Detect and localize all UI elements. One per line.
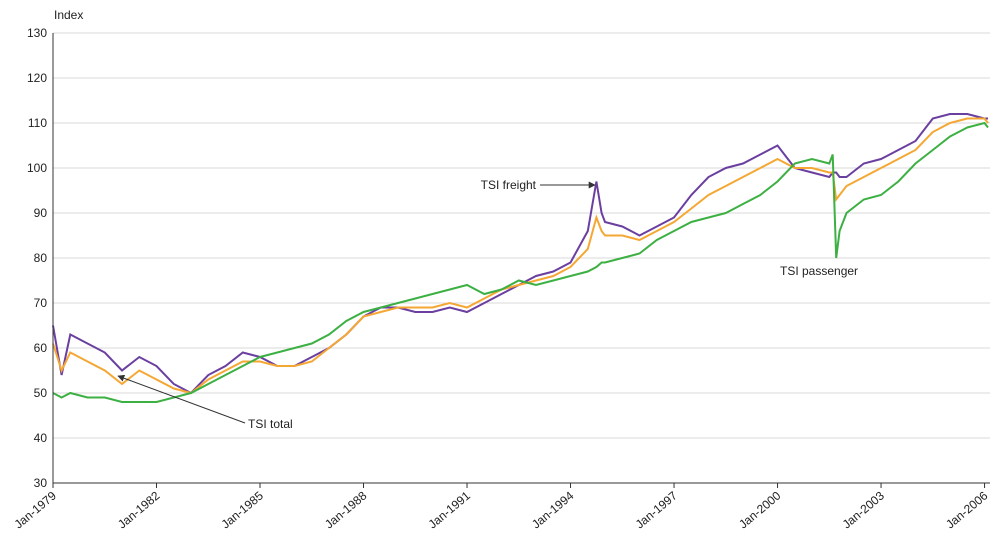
y-tick-label: 100 — [27, 161, 47, 175]
y-tick-label: 50 — [34, 386, 48, 400]
y-axis-label: Index — [54, 8, 83, 22]
x-tick-label: Jan-2006 — [943, 488, 991, 531]
x-tick-label: Jan-2000 — [736, 488, 784, 531]
series-line — [52, 117, 989, 395]
series-line — [52, 121, 989, 403]
series-line — [52, 113, 988, 395]
y-tick-label: 30 — [34, 476, 48, 490]
y-tick-label: 60 — [34, 341, 48, 355]
x-tick-label: Jan-1991 — [426, 488, 474, 531]
y-tick-label: 40 — [34, 431, 48, 445]
annotation-arrow — [117, 374, 246, 424]
x-tick-label: Jan-1997 — [633, 488, 681, 531]
x-tick-label: Jan-1988 — [322, 488, 370, 531]
y-tick-label: 90 — [34, 206, 48, 220]
x-tick-label: Jan-2003 — [840, 488, 888, 531]
annotation: TSI passenger — [780, 264, 858, 278]
y-tick-label: 120 — [27, 71, 47, 85]
annotation: TSI total — [248, 417, 293, 431]
x-tick-label: Jan-1982 — [115, 488, 163, 531]
annotation: TSI freight — [481, 178, 537, 192]
x-tick-label: Jan-1979 — [12, 488, 60, 531]
y-tick-label: 80 — [34, 251, 48, 265]
x-tick-label: Jan-1994 — [529, 488, 577, 531]
y-tick-label: 70 — [34, 296, 48, 310]
y-tick-label: 110 — [28, 116, 47, 130]
y-tick-label: 130 — [27, 26, 47, 40]
x-tick-label: Jan-1985 — [219, 488, 267, 531]
